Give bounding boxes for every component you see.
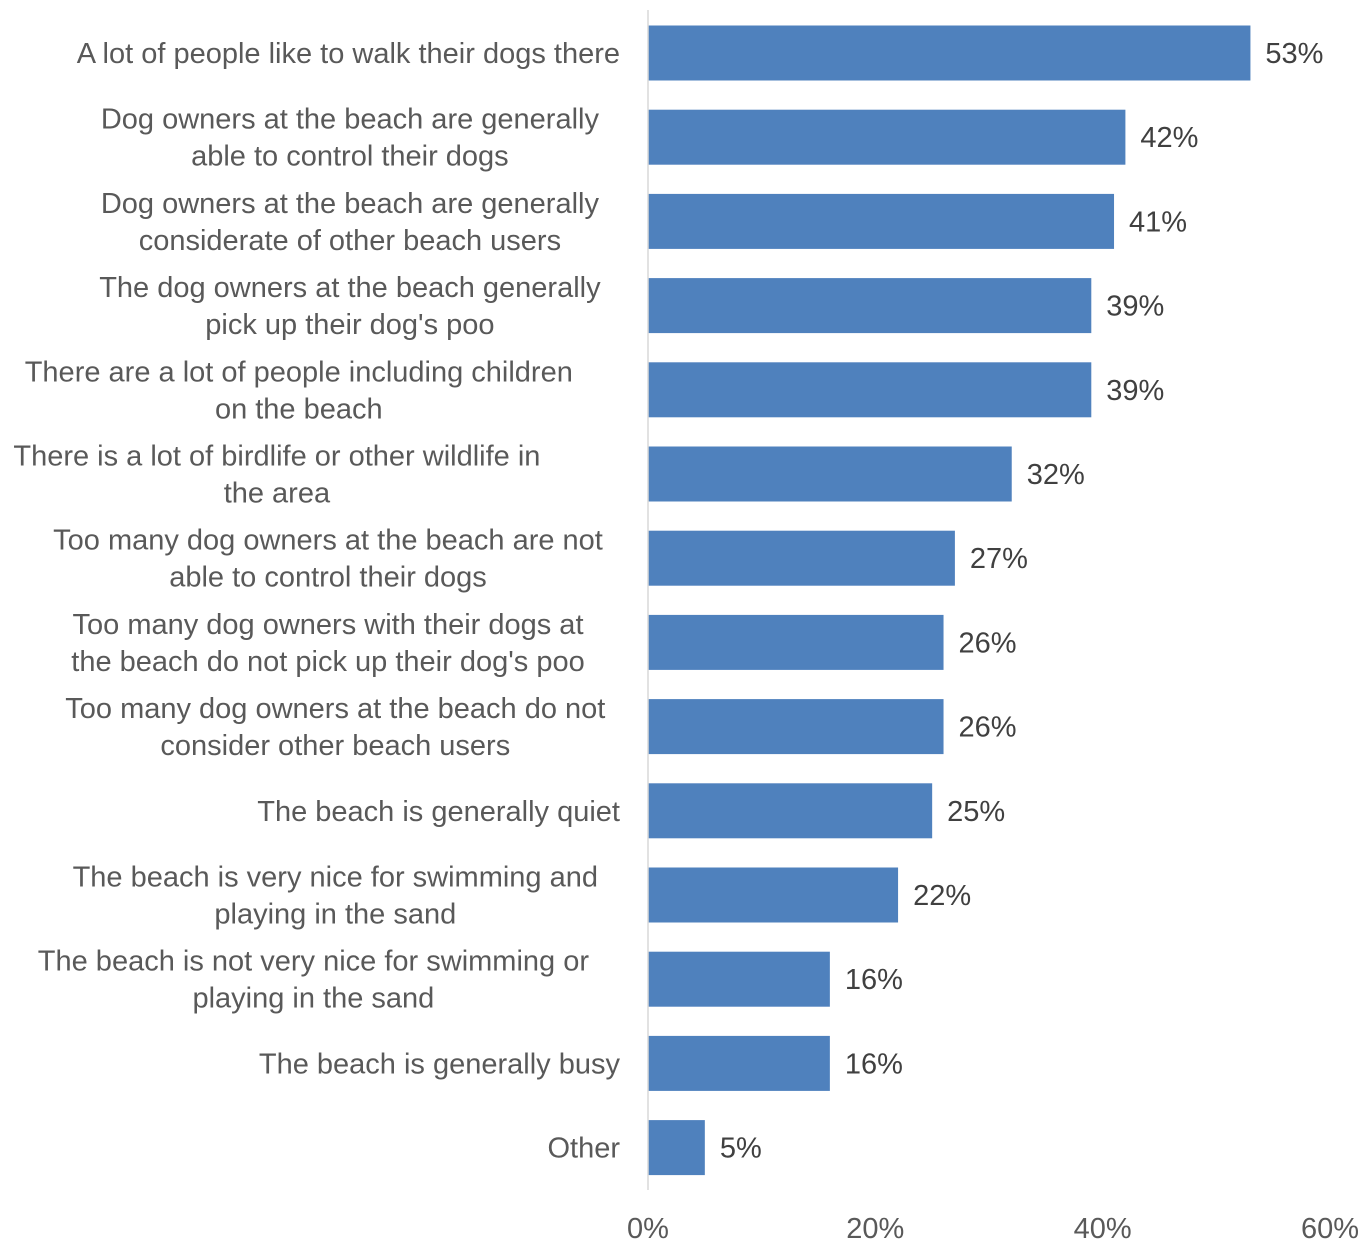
bar (648, 25, 1251, 81)
bar (648, 193, 1115, 249)
bar (648, 530, 955, 586)
category-label-line: Too many dog owners at the beach are not (53, 525, 603, 557)
category-label: The beach is not very nice for swimming … (38, 946, 590, 1015)
x-tick-label: 20% (846, 1213, 904, 1240)
category-label: Dog owners at the beach are generally con… (101, 188, 600, 257)
data-label: 39% (1106, 375, 1164, 407)
category-label: There are a lot of people including chil… (25, 356, 573, 425)
category-label-line: consider other beach users (160, 730, 510, 762)
bars-group (648, 25, 1251, 1176)
category-label-line: able to control their dogs (191, 141, 509, 173)
x-tick-label: 60% (1301, 1213, 1359, 1240)
data-label: 16% (845, 1048, 903, 1080)
bar (648, 109, 1126, 165)
category-label: Too many dog owners at the beach do not c… (65, 693, 605, 762)
category-label-line: Too many dog owners with their dogs at (73, 609, 584, 641)
category-label-line: The beach is generally quiet (257, 796, 620, 828)
category-label-line: The beach is not very nice for swimming … (38, 946, 590, 978)
data-label: 53% (1265, 38, 1323, 70)
category-label: The beach is generally busy (259, 1048, 621, 1080)
category-label-line: considerate of other beach users (139, 225, 561, 257)
category-label-line: playing in the sand (192, 983, 434, 1015)
category-label: Dog owners at the beach are generally abl… (101, 104, 600, 173)
category-labels-group: A lot of people like to walk their dogs … (13, 38, 620, 1165)
category-label-line: playing in the sand (214, 899, 456, 931)
category-label-line: pick up their dog's poo (205, 309, 494, 341)
category-label-line: the beach do not pick up their dog's poo (71, 646, 584, 678)
category-label-line: Dog owners at the beach are generally (101, 104, 600, 136)
category-label-line: Other (547, 1133, 620, 1165)
category-label-line: Dog owners at the beach are generally (101, 188, 600, 220)
data-label: 26% (959, 627, 1017, 659)
data-label: 41% (1129, 206, 1187, 238)
bar (648, 614, 944, 670)
data-label: 27% (970, 543, 1028, 575)
x-tick-label: 40% (1074, 1213, 1132, 1240)
category-label-line: There are a lot of people including chil… (25, 356, 573, 388)
category-label: Too many dog owners at the beach are not… (53, 525, 603, 594)
bar (648, 278, 1092, 334)
data-label: 22% (913, 880, 971, 912)
bar (648, 1120, 705, 1176)
category-label-line: Too many dog owners at the beach do not (65, 693, 605, 725)
category-label: The beach is generally quiet (257, 796, 620, 828)
category-label: A lot of people like to walk their dogs … (77, 38, 620, 70)
category-label-line: A lot of people like to walk their dogs … (77, 38, 620, 70)
data-label: 42% (1140, 122, 1198, 154)
category-label: Too many dog owners with their dogs at th… (71, 609, 584, 678)
category-label-line: There is a lot of birdlife or other wild… (13, 441, 540, 473)
bar (648, 446, 1012, 502)
category-label-line: on the beach (215, 393, 383, 425)
data-label: 16% (845, 964, 903, 996)
bar (648, 699, 944, 755)
bar (648, 867, 899, 923)
category-label-line: The beach is generally busy (259, 1048, 621, 1080)
data-label: 5% (720, 1133, 762, 1165)
category-label: Other (547, 1133, 620, 1165)
category-label-line: The beach is very nice for swimming and (73, 862, 598, 894)
bar (648, 1035, 830, 1091)
data-label: 39% (1106, 291, 1164, 323)
category-label: The beach is very nice for swimming and p… (73, 862, 598, 931)
category-label: There is a lot of birdlife or other wild… (13, 441, 540, 510)
data-label: 25% (947, 796, 1005, 828)
data-labels-group: 53% 42% 41% 39% 39% 32% 27% 26% 26% 25% 22% 16% 16% 5… (720, 38, 1324, 1165)
category-label: The dog owners at the beach generally pic… (99, 272, 601, 341)
bar (648, 783, 933, 839)
bar (648, 362, 1092, 418)
data-label: 32% (1027, 459, 1085, 491)
x-tick-label: 0% (627, 1213, 669, 1240)
category-label-line: The dog owners at the beach generally (99, 272, 601, 304)
data-label: 26% (959, 712, 1017, 744)
bar (648, 951, 830, 1007)
category-label-line: the area (224, 478, 331, 510)
category-label-line: able to control their dogs (169, 562, 487, 594)
